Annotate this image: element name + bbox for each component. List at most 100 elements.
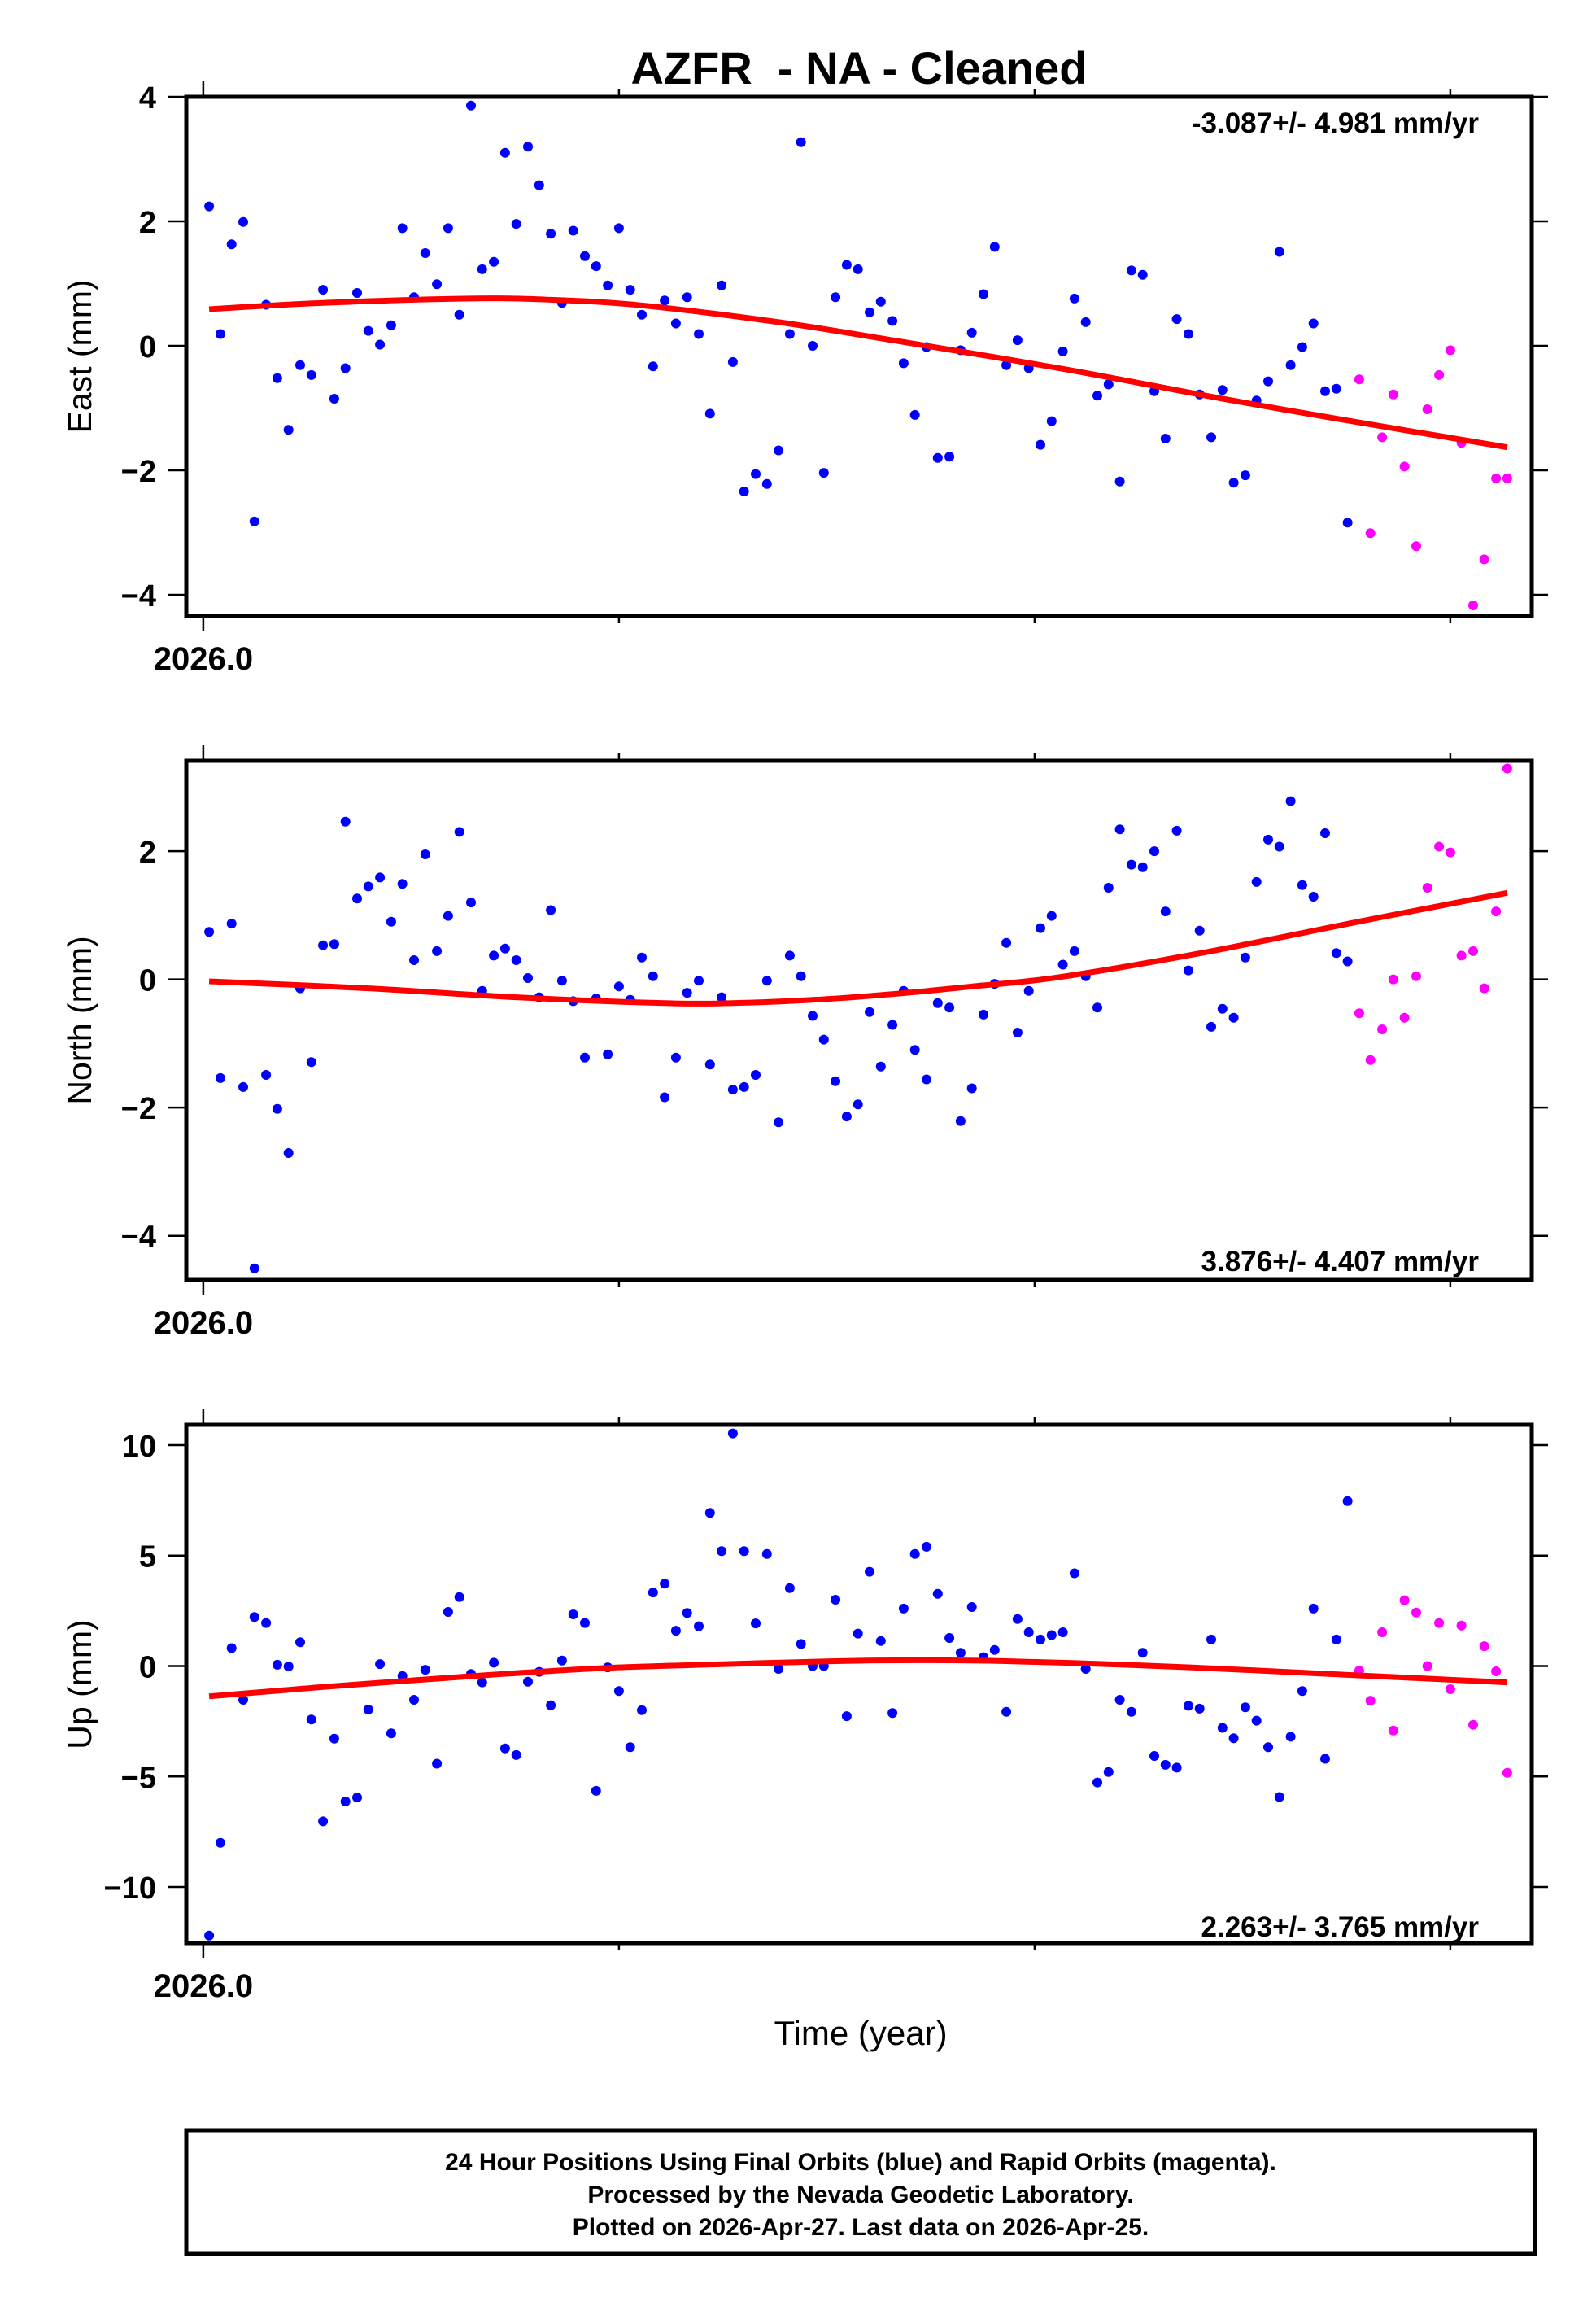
data-point-final-orbit (660, 1092, 670, 1103)
data-point-final-orbit (694, 329, 704, 339)
data-point-final-orbit (523, 1676, 533, 1687)
velocity-rate-label: 2.263+/- 3.765 mm/yr (1201, 1911, 1480, 1943)
data-point-rapid-orbit (1377, 1627, 1388, 1637)
data-point-final-orbit (1126, 859, 1136, 870)
y-tick-label: 10 (122, 1430, 156, 1464)
data-point-final-orbit (875, 296, 886, 307)
data-point-final-orbit (1217, 1723, 1228, 1733)
data-point-final-orbit (796, 137, 806, 147)
data-point-final-orbit (739, 1546, 749, 1557)
data-point-final-orbit (511, 955, 521, 965)
data-point-final-orbit (375, 1659, 386, 1670)
data-point-final-orbit (944, 1633, 955, 1643)
data-point-final-orbit (1160, 434, 1171, 443)
data-point-final-orbit (1331, 948, 1341, 959)
data-point-final-orbit (704, 1059, 715, 1070)
data-point-final-orbit (1171, 825, 1182, 836)
data-point-final-orbit (637, 309, 647, 320)
data-point-final-orbit (546, 229, 556, 239)
data-point-final-orbit (613, 981, 624, 992)
data-point-final-orbit (432, 946, 443, 956)
data-point-final-orbit (751, 1070, 761, 1080)
plot-frame (184, 94, 1534, 618)
data-point-rapid-orbit (1411, 541, 1421, 552)
data-point-final-orbit (1228, 1012, 1239, 1023)
data-point-final-orbit (1137, 862, 1148, 872)
data-point-rapid-orbit (1434, 369, 1445, 380)
data-point-final-orbit (727, 1085, 738, 1095)
data-point-final-orbit (1080, 1664, 1091, 1674)
data-point-final-orbit (215, 1072, 225, 1083)
data-point-final-orbit (909, 1045, 920, 1055)
data-point-final-orbit (637, 952, 647, 963)
y-tick-label: −10 (104, 1871, 156, 1906)
data-point-final-orbit (603, 1049, 613, 1059)
data-point-final-orbit (682, 1608, 692, 1618)
data-point-final-orbit (865, 1566, 874, 1577)
data-point-final-orbit (226, 239, 237, 250)
data-point-final-orbit (966, 1083, 977, 1094)
data-point-final-orbit (409, 1695, 419, 1705)
data-point-final-orbit (909, 409, 920, 420)
data-point-rapid-orbit (1434, 841, 1445, 852)
data-point-final-orbit (648, 971, 658, 981)
data-point-final-orbit (922, 1541, 931, 1552)
data-point-final-orbit (704, 408, 715, 419)
data-point-rapid-orbit (1365, 1055, 1376, 1065)
data-point-final-orbit (489, 1657, 499, 1668)
data-point-final-orbit (966, 1602, 977, 1612)
data-point-final-orbit (898, 358, 909, 369)
data-point-final-orbit (340, 1797, 351, 1806)
data-point-rapid-orbit (1502, 473, 1512, 483)
data-point-final-orbit (318, 1816, 329, 1827)
data-point-final-orbit (580, 1052, 590, 1063)
data-point-final-orbit (352, 893, 362, 904)
data-point-final-orbit (591, 1785, 601, 1796)
data-point-final-orbit (420, 1665, 430, 1675)
data-point-final-orbit (1263, 1742, 1273, 1753)
data-point-final-orbit (875, 1636, 886, 1646)
data-point-rapid-orbit (1468, 601, 1478, 610)
data-point-final-orbit (499, 147, 510, 158)
y-tick-label: 2 (139, 206, 156, 240)
data-point-final-orbit (1069, 946, 1079, 956)
data-point-final-orbit (751, 469, 761, 479)
y-tick-label: −5 (121, 1761, 156, 1795)
data-point-final-orbit (1036, 439, 1045, 450)
data-point-rapid-orbit (1354, 374, 1364, 385)
data-point-final-orbit (1137, 1648, 1148, 1658)
data-point-final-orbit (1057, 1627, 1068, 1637)
data-point-final-orbit (808, 341, 818, 351)
y-tick-label: 5 (139, 1540, 156, 1574)
footer-box: 24 Hour Positions Using Final Orbits (bl… (184, 2128, 1537, 2256)
data-point-final-orbit (340, 363, 351, 373)
data-point-final-orbit (546, 905, 556, 915)
data-point-final-orbit (375, 339, 386, 350)
data-point-final-orbit (466, 100, 476, 111)
data-point-final-orbit (443, 223, 453, 234)
data-point-rapid-orbit (1399, 461, 1410, 472)
data-point-final-orbit (556, 1655, 567, 1666)
y-tick-label: 4 (139, 81, 156, 116)
data-point-final-orbit (966, 327, 977, 338)
data-point-rapid-orbit (1491, 1666, 1502, 1676)
data-point-rapid-orbit (1399, 1595, 1410, 1605)
data-point-final-orbit (1342, 1496, 1353, 1506)
data-point-final-orbit (887, 1708, 898, 1719)
data-point-final-orbit (751, 1618, 761, 1629)
data-point-final-orbit (1183, 965, 1193, 976)
data-point-final-orbit (739, 1081, 749, 1092)
data-point-final-orbit (660, 295, 670, 306)
data-point-final-orbit (989, 242, 1000, 252)
footer-line-dates: Plotted on 2026-Apr-27. Last data on 202… (573, 2214, 1149, 2241)
data-point-final-orbit (761, 976, 772, 986)
data-point-final-orbit (272, 1103, 282, 1114)
data-point-final-orbit (261, 1070, 272, 1080)
data-point-final-orbit (818, 1034, 829, 1045)
data-point-final-orbit (1126, 1706, 1136, 1717)
data-point-final-orbit (306, 1714, 316, 1725)
trend-fit-curve (208, 295, 1508, 451)
data-point-final-orbit (660, 1579, 670, 1589)
data-point-final-orbit (1320, 1754, 1330, 1764)
data-point-final-orbit (375, 872, 386, 883)
